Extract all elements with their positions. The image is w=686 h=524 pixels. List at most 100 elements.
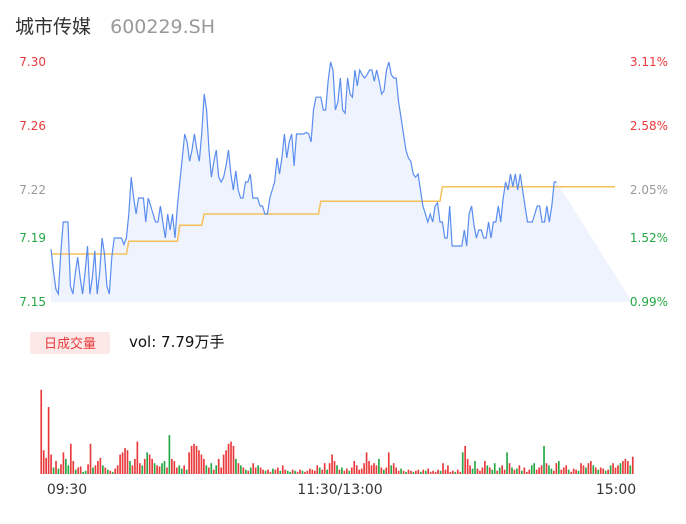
volume-bar xyxy=(318,467,321,474)
volume-bar xyxy=(203,458,205,474)
volume-bar xyxy=(291,469,294,474)
volume-bar xyxy=(40,389,43,474)
volume-bar xyxy=(444,469,447,474)
volume-bar xyxy=(336,465,338,474)
volume-bar xyxy=(590,461,592,474)
y-tick-percent: 2.05% xyxy=(630,183,668,197)
volume-bar xyxy=(582,465,585,474)
average-price-line xyxy=(51,186,615,255)
volume-bar xyxy=(397,470,400,474)
volume-bar xyxy=(161,463,163,474)
volume-bar xyxy=(116,465,119,474)
volume-bar xyxy=(126,450,129,474)
volume-readout: vol: 7.79万手 xyxy=(129,333,224,351)
volume-bar xyxy=(614,467,617,474)
volume-bar xyxy=(104,467,107,474)
volume-bar xyxy=(488,467,491,474)
y-tick-price: 7.26 xyxy=(19,119,46,133)
volume-bar xyxy=(252,463,255,474)
volume-bar xyxy=(220,467,222,474)
volume-bar xyxy=(267,469,269,474)
volume-bar xyxy=(124,448,126,474)
volume-bar xyxy=(77,467,80,474)
volume-bar xyxy=(326,469,328,474)
volume-bar xyxy=(136,441,139,474)
volume-bar xyxy=(313,470,316,474)
left-price-axis: 7.30 7.26 7.22 7.19 7.15 xyxy=(19,55,46,309)
volume-bar xyxy=(166,467,168,474)
y-tick-price: 7.30 xyxy=(19,55,46,69)
volume-bar xyxy=(417,469,420,474)
volume-bar xyxy=(67,465,70,474)
volume-bar xyxy=(407,469,410,474)
volume-bar xyxy=(99,457,102,474)
volume-bar xyxy=(131,465,134,474)
volume-bar xyxy=(486,465,489,474)
volume-bar xyxy=(262,469,264,474)
volume-bar xyxy=(553,470,555,474)
volume-bar xyxy=(612,463,614,474)
volume-bar xyxy=(365,452,368,474)
volume-bar xyxy=(631,456,634,474)
volume-bar xyxy=(557,461,560,474)
volume-bar xyxy=(528,469,531,474)
volume-bar xyxy=(143,458,146,474)
volume-bar xyxy=(498,467,501,474)
volume-bar xyxy=(62,452,65,474)
volume-bar xyxy=(138,463,141,474)
stock-code: 600229.SH xyxy=(110,16,216,38)
volume-bar xyxy=(410,470,412,474)
volume-bar xyxy=(592,465,595,474)
chart-header: 城市传媒 600229.SH xyxy=(15,12,215,40)
volume-bar xyxy=(309,468,311,474)
volume-bar xyxy=(190,445,193,474)
volume-bar xyxy=(348,470,351,474)
volume-bar xyxy=(156,465,158,474)
x-tick-midday: 11:30/13:00 xyxy=(297,482,382,498)
volume-bar xyxy=(380,467,383,474)
volume-bar xyxy=(456,469,459,474)
volume-bar xyxy=(594,467,597,474)
volume-bar xyxy=(333,461,336,474)
volume-bar xyxy=(328,463,331,474)
volume-bar xyxy=(513,469,516,474)
volume-bar xyxy=(479,470,481,474)
volume-bar xyxy=(343,470,346,474)
volume-bar xyxy=(306,470,309,474)
volume-bar xyxy=(146,452,149,474)
volume-bar xyxy=(550,468,553,474)
volume-bar xyxy=(178,465,181,474)
volume-bar xyxy=(469,465,471,474)
volume-bar xyxy=(183,465,186,474)
volume-bar xyxy=(84,470,87,474)
volume-bar xyxy=(508,463,511,474)
volume-bar xyxy=(602,468,605,474)
volume-bar xyxy=(560,469,563,474)
volume-badge-label: 日成交量 xyxy=(44,336,96,352)
volume-bar xyxy=(597,469,600,474)
volume-bar xyxy=(459,471,462,474)
volume-bar xyxy=(210,463,213,474)
y-tick-price: 7.22 xyxy=(19,183,46,197)
y-tick-percent: 1.52% xyxy=(630,231,668,245)
volume-bar xyxy=(580,463,582,474)
price-line xyxy=(50,61,557,297)
volume-bar xyxy=(316,465,319,474)
volume-bar xyxy=(254,467,257,474)
y-tick-price: 7.15 xyxy=(19,295,46,309)
volume-bar xyxy=(109,470,112,474)
volume-bar xyxy=(521,470,523,474)
volume-bar xyxy=(627,461,629,474)
volume-bar xyxy=(466,458,469,474)
volume-bar xyxy=(545,463,548,474)
volume-bar xyxy=(378,458,380,474)
time-axis: 09:30 11:30/13:00 15:00 xyxy=(47,482,636,498)
volume-bar xyxy=(94,465,97,474)
volume-bar xyxy=(225,450,227,474)
volume-bar xyxy=(158,466,161,474)
volume-bar xyxy=(577,470,580,474)
volume-bar xyxy=(208,467,210,474)
volume-bar xyxy=(222,454,225,474)
volume-bar xyxy=(173,461,176,474)
volume-bar xyxy=(543,445,545,474)
